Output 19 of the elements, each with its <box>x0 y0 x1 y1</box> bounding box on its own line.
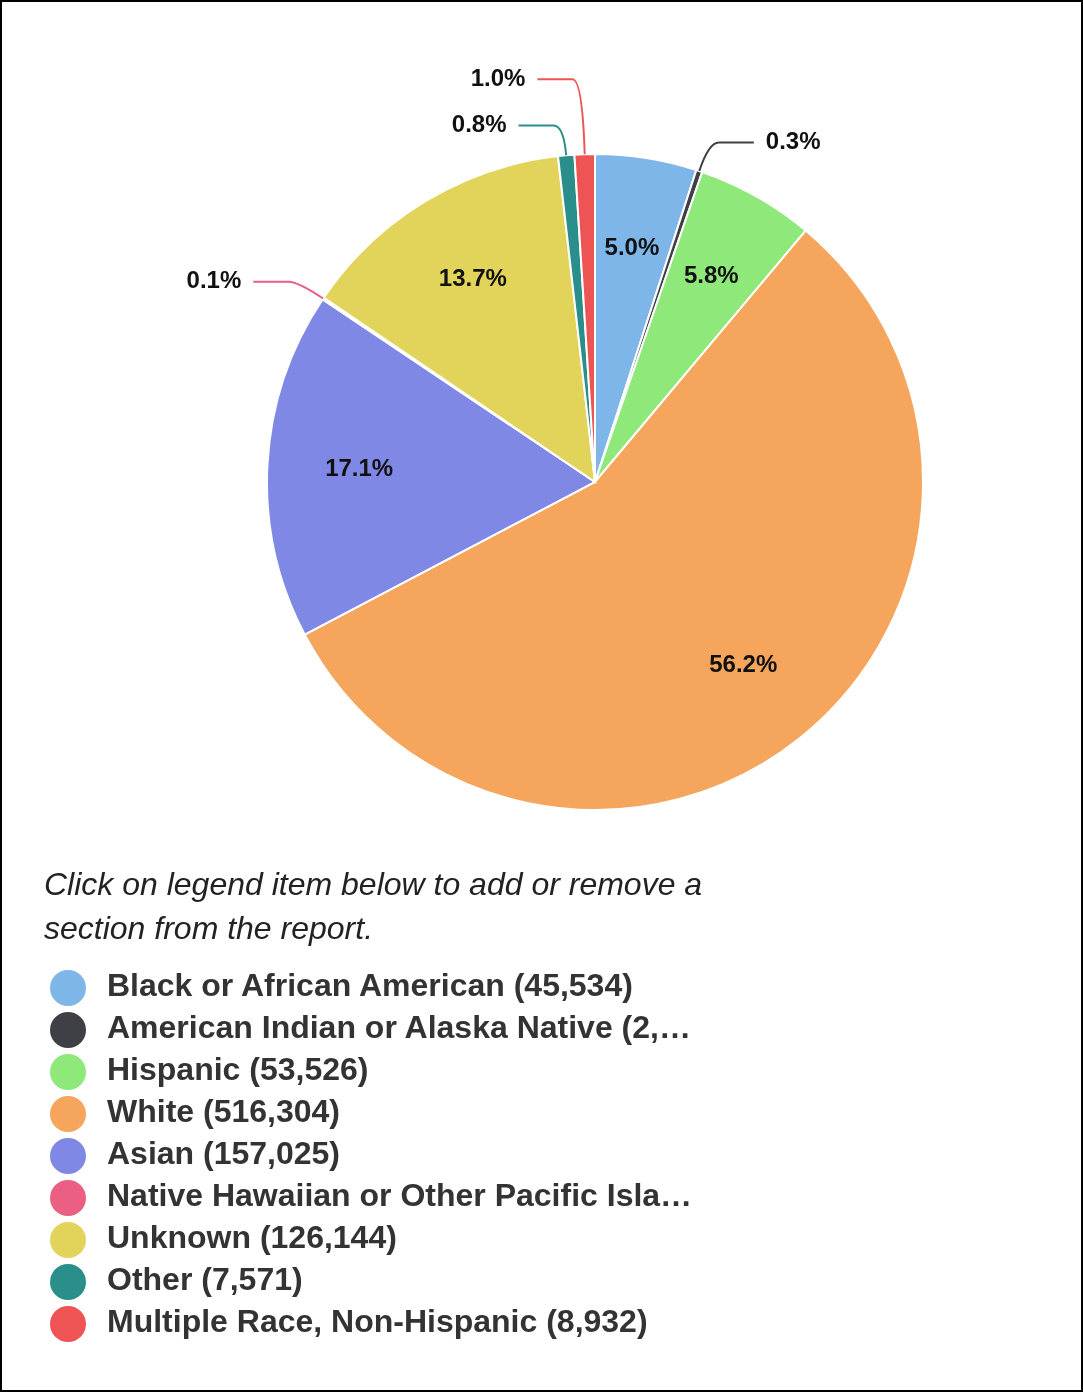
data-label: 0.1% <box>186 266 242 294</box>
data-label: 1.0% <box>470 63 526 91</box>
legend-label: Native Hawaiian or Other Pacific Isla… <box>107 1177 693 1214</box>
legend-label: Hispanic (53,526) <box>107 1051 369 1088</box>
data-label: 13.7% <box>438 264 507 292</box>
data-label: 0.3% <box>765 126 821 154</box>
legend-label: White (516,304) <box>107 1093 340 1130</box>
data-label: 0.8% <box>451 109 507 137</box>
data-label: 17.1% <box>325 453 394 481</box>
legend-label: American Indian or Alaska Native (2,… <box>107 1009 691 1046</box>
text: Click on legend item below to add or remove a section from the report. <box>44 866 703 947</box>
data-label: 56.2% <box>709 650 778 678</box>
legend-label: Asian (157,025) <box>107 1135 341 1172</box>
data-label: 5.0% <box>604 233 660 261</box>
data-label: 5.8% <box>684 260 739 288</box>
legend-label: Black or African American (45,534) <box>107 967 633 1004</box>
legend-label: Unknown (126,144) <box>107 1219 397 1256</box>
legend-label: Multiple Race, Non-Hispanic (8,932) <box>107 1303 648 1340</box>
legend-label: Other (7,571) <box>107 1261 303 1298</box>
